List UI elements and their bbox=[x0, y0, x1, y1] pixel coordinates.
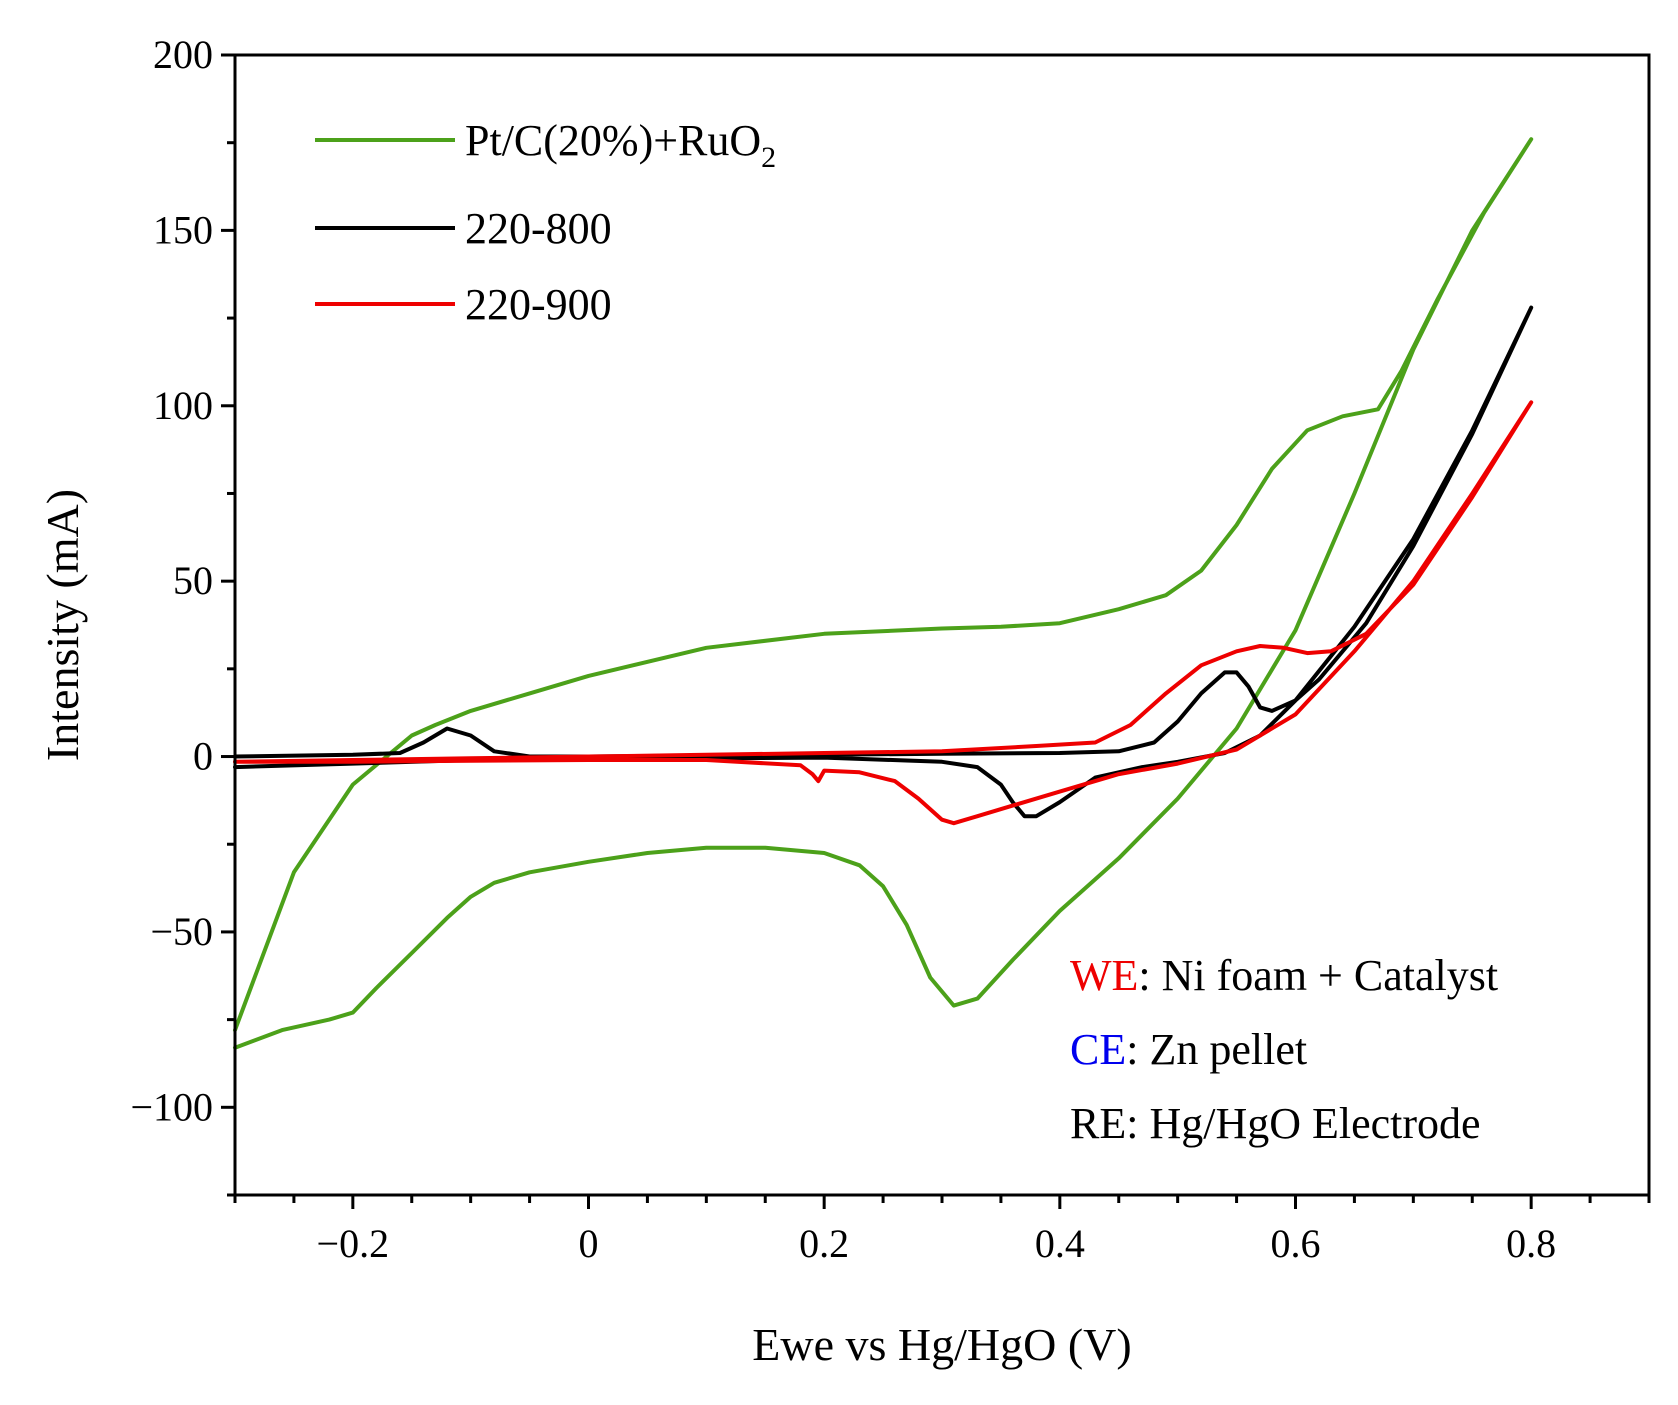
legend-label-series-1: Pt/C(20%)+RuO2 bbox=[465, 116, 776, 174]
annotation-we-text: : Ni foam + Catalyst bbox=[1138, 951, 1498, 1000]
legend: Pt/C(20%)+RuO2 220-800 220-900 bbox=[315, 116, 776, 329]
x-tick-label: 0.2 bbox=[799, 1221, 849, 1266]
series-line-1 bbox=[233, 137, 1534, 1050]
legend-label-subscript: 2 bbox=[761, 141, 776, 174]
y-axis-ticks: −100 −50 0 50 100 150 200 bbox=[130, 32, 235, 1197]
legend-label-series-2: 220-800 bbox=[465, 204, 612, 253]
x-axis-title: Ewe vs Hg/HgO (V) bbox=[752, 1319, 1131, 1370]
y-tick-label: −100 bbox=[130, 1084, 213, 1129]
annotation-we: WE: Ni foam + Catalyst bbox=[1070, 951, 1498, 1000]
electrode-annotations: WE: Ni foam + Catalyst CE: Zn pellet RE:… bbox=[1070, 951, 1498, 1148]
y-tick-label: 100 bbox=[153, 383, 213, 428]
legend-label-series-3: 220-900 bbox=[465, 280, 612, 329]
annotation-ce-text: : Zn pellet bbox=[1126, 1025, 1307, 1074]
x-tick-label: 0.4 bbox=[1035, 1221, 1085, 1266]
annotation-ce: CE: Zn pellet bbox=[1070, 1025, 1307, 1074]
y-tick-label: 200 bbox=[153, 32, 213, 77]
annotation-re: RE: Hg/HgO Electrode bbox=[1070, 1099, 1481, 1148]
series-line-3 bbox=[233, 400, 1534, 826]
annotation-ce-label: CE bbox=[1070, 1025, 1126, 1074]
curves bbox=[233, 137, 1534, 1050]
y-tick-label: 50 bbox=[173, 558, 213, 603]
x-tick-label: 0 bbox=[579, 1221, 599, 1266]
y-tick-label: −50 bbox=[150, 909, 213, 954]
x-tick-label: −0.2 bbox=[317, 1221, 390, 1266]
annotation-we-label: WE bbox=[1070, 951, 1138, 1000]
annotation-re-label: RE bbox=[1070, 1099, 1126, 1148]
annotation-re-text: : Hg/HgO Electrode bbox=[1126, 1099, 1480, 1148]
y-axis-title: Intensity (mA) bbox=[37, 489, 88, 761]
y-tick-label: 150 bbox=[153, 207, 213, 252]
x-tick-label: 0.8 bbox=[1506, 1221, 1556, 1266]
y-tick-label: 0 bbox=[193, 734, 213, 779]
x-axis-ticks: −0.2 0 0.2 0.4 0.6 0.8 bbox=[233, 1195, 1651, 1266]
x-tick-label: 0.6 bbox=[1271, 1221, 1321, 1266]
